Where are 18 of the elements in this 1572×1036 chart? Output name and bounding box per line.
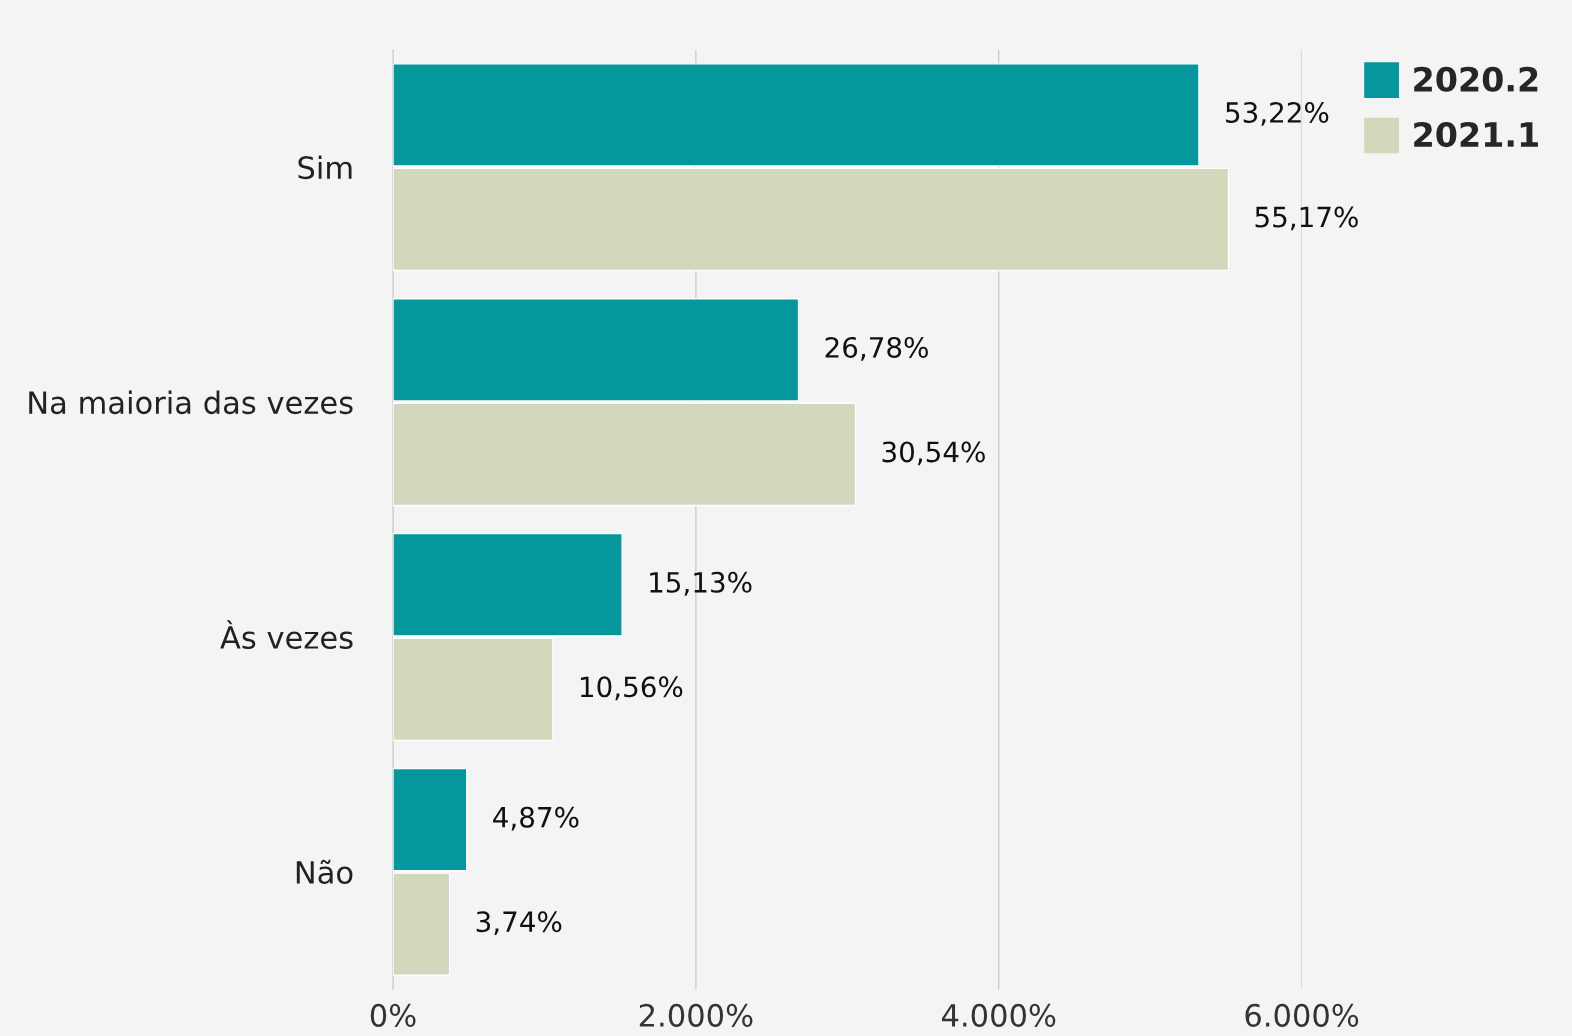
- y-tick-label: Sim: [298, 155, 352, 180]
- x-tick-label: 4.000%: [941, 1003, 1056, 1027]
- data-label: 30,54%: [882, 441, 985, 466]
- x-tick-label: 0%: [370, 1003, 416, 1027]
- x-tick-label: 6.000%: [1245, 1003, 1359, 1027]
- x-tick-label: 2.000%: [639, 1003, 753, 1027]
- data-label: 26,78%: [825, 336, 928, 361]
- legend-label: 2020.2: [1414, 66, 1538, 92]
- data-label: 55,17%: [1255, 206, 1358, 231]
- data-label: 4,87%: [493, 806, 579, 831]
- y-tick-label: Às vezes: [220, 620, 353, 650]
- data-label: 15,13%: [650, 571, 752, 596]
- data-label: 3,74%: [476, 911, 562, 936]
- y-tick-label: Não: [296, 859, 353, 884]
- y-tick-label: Na maioria das vezes: [29, 390, 353, 415]
- legend-label: 2021.1: [1414, 121, 1538, 148]
- data-label: 53,22%: [1226, 101, 1329, 126]
- data-label: 10,56%: [580, 676, 683, 701]
